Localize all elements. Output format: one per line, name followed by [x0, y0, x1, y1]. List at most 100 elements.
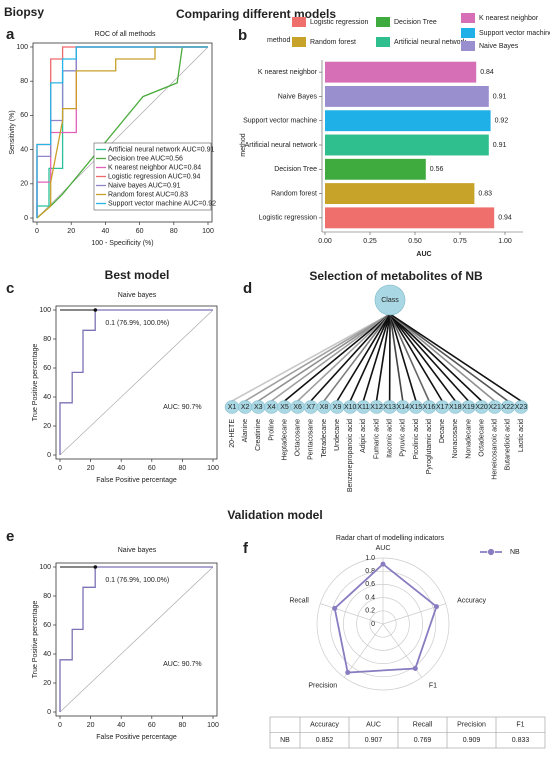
legend-swatch: [461, 41, 475, 51]
bar: [325, 85, 489, 107]
node-label: Nonadecane: [465, 419, 472, 459]
y-tick-label: 0: [47, 452, 51, 459]
x-tick-label: 0.25: [363, 238, 377, 245]
value-label: 0.83: [478, 190, 492, 197]
value-label: 0.91: [493, 142, 507, 149]
legend-swatch: [461, 13, 475, 23]
x-tick-label: 0.75: [453, 238, 467, 245]
plot-frame: [55, 562, 218, 717]
y-tick-label: 40: [43, 651, 51, 658]
root-node: [374, 284, 406, 316]
node-label: Picolinic acid: [413, 419, 420, 460]
axis-label: F1: [429, 682, 437, 689]
node-label: Pyroglutamic acid: [426, 419, 433, 474]
node-label: 20-HETE: [229, 419, 236, 448]
legend-label: Naive Bayes: [479, 43, 519, 50]
y-tick-label: 0: [24, 215, 28, 222]
table-header: Recall: [413, 722, 433, 729]
radar-point: [345, 670, 351, 676]
node-label: Octadecane: [478, 419, 485, 457]
edge: [389, 313, 417, 402]
y-tick-label: 80: [43, 336, 51, 343]
panel-label: c: [6, 280, 14, 297]
edge: [244, 313, 391, 402]
y-tick-label: 0: [47, 709, 51, 716]
node-label: Heptadecane: [281, 419, 288, 461]
node-label: Pentacosane: [308, 419, 315, 460]
y-tick-label: 80: [43, 593, 51, 600]
panel-label: d: [243, 280, 252, 297]
y-tick-label: 20: [20, 181, 28, 188]
x-tick-label: 20: [87, 465, 95, 472]
node-id: X16: [423, 404, 436, 411]
y-tick-label: Logistic regression: [259, 215, 317, 222]
x-tick-label: 0.00: [318, 238, 332, 245]
bar: [325, 110, 491, 132]
node-id: X6: [293, 404, 302, 411]
legend-label: Logistic regression: [310, 19, 368, 26]
x-tick-label: 0: [35, 228, 39, 235]
x-tick-label: 100: [207, 465, 219, 472]
node-id: X7: [307, 404, 316, 411]
x-tick-label: 60: [136, 228, 144, 235]
diagram-title: Selection of metabolites of NB: [309, 269, 483, 283]
table-cell: 0.833: [512, 737, 530, 744]
node-label: Butanedioic acid: [505, 419, 512, 470]
node-id: X2: [241, 404, 250, 411]
x-tick-label: 80: [179, 722, 187, 729]
annotation: 0.1 (76.9%, 100.0%): [105, 577, 169, 584]
node-id: X19: [462, 404, 475, 411]
chart-title: Naive bayes: [118, 547, 157, 554]
bar: [325, 134, 489, 156]
legend-label: Support vector machine: [479, 30, 550, 37]
table-header: Accuracy: [310, 722, 339, 729]
node-label: Nonacosane: [452, 419, 459, 458]
y-tick-label: 80: [20, 78, 28, 85]
edge: [362, 313, 391, 402]
y-tick-label: 60: [43, 365, 51, 372]
value-label: 0.91: [493, 93, 507, 100]
bar: [325, 158, 426, 180]
x-tick-label: 0: [58, 465, 62, 472]
plot-frame: [32, 42, 213, 223]
node-label: Creatinine: [255, 419, 262, 451]
reference-diagonal: [59, 309, 214, 456]
edge: [297, 313, 391, 402]
panel-label: b: [238, 27, 247, 44]
y-tick-label: Decision Tree: [274, 166, 317, 173]
legend-marker: [487, 548, 495, 556]
node-label: Tetradecane: [321, 419, 328, 458]
legend-swatch: [376, 37, 390, 47]
y-tick-label: Random forest: [271, 190, 317, 197]
edge: [389, 313, 483, 402]
table-cell: 0.907: [365, 737, 383, 744]
node-id: X4: [267, 404, 276, 411]
panel-label: e: [6, 528, 14, 545]
x-tick-label: 0.50: [408, 238, 422, 245]
x-tick-label: 1.00: [498, 238, 512, 245]
y-tick-label: 60: [20, 112, 28, 119]
axis-spoke: [343, 623, 384, 678]
value-label: 0.92: [495, 118, 509, 125]
panel-label: f: [243, 540, 249, 557]
y-tick-label: 100: [39, 307, 51, 314]
value-label: 0.56: [430, 166, 444, 173]
legend-label: Logistic regression AUC=0.94: [108, 173, 201, 180]
y-axis-label: True Positive percentage: [32, 344, 39, 422]
x-tick-label: 80: [179, 465, 187, 472]
node-label: Benzenepropanoic acid: [347, 419, 354, 492]
r-tick-label: 0.4: [365, 594, 375, 601]
x-axis-label: AUC: [416, 251, 431, 258]
reference-diagonal: [59, 566, 214, 713]
r-tick-label: 1.0: [365, 555, 375, 562]
r-tick-label: 0.8: [365, 568, 375, 575]
table-cell: 0.909: [463, 737, 481, 744]
legend-label: K nearest neighbor: [479, 15, 539, 22]
node-id: X17: [436, 404, 449, 411]
threshold-point: [93, 565, 98, 569]
edge: [389, 313, 456, 402]
y-tick-label: K nearest neighbor: [258, 69, 318, 76]
node-id: X9: [333, 404, 342, 411]
legend-box: [93, 142, 212, 211]
